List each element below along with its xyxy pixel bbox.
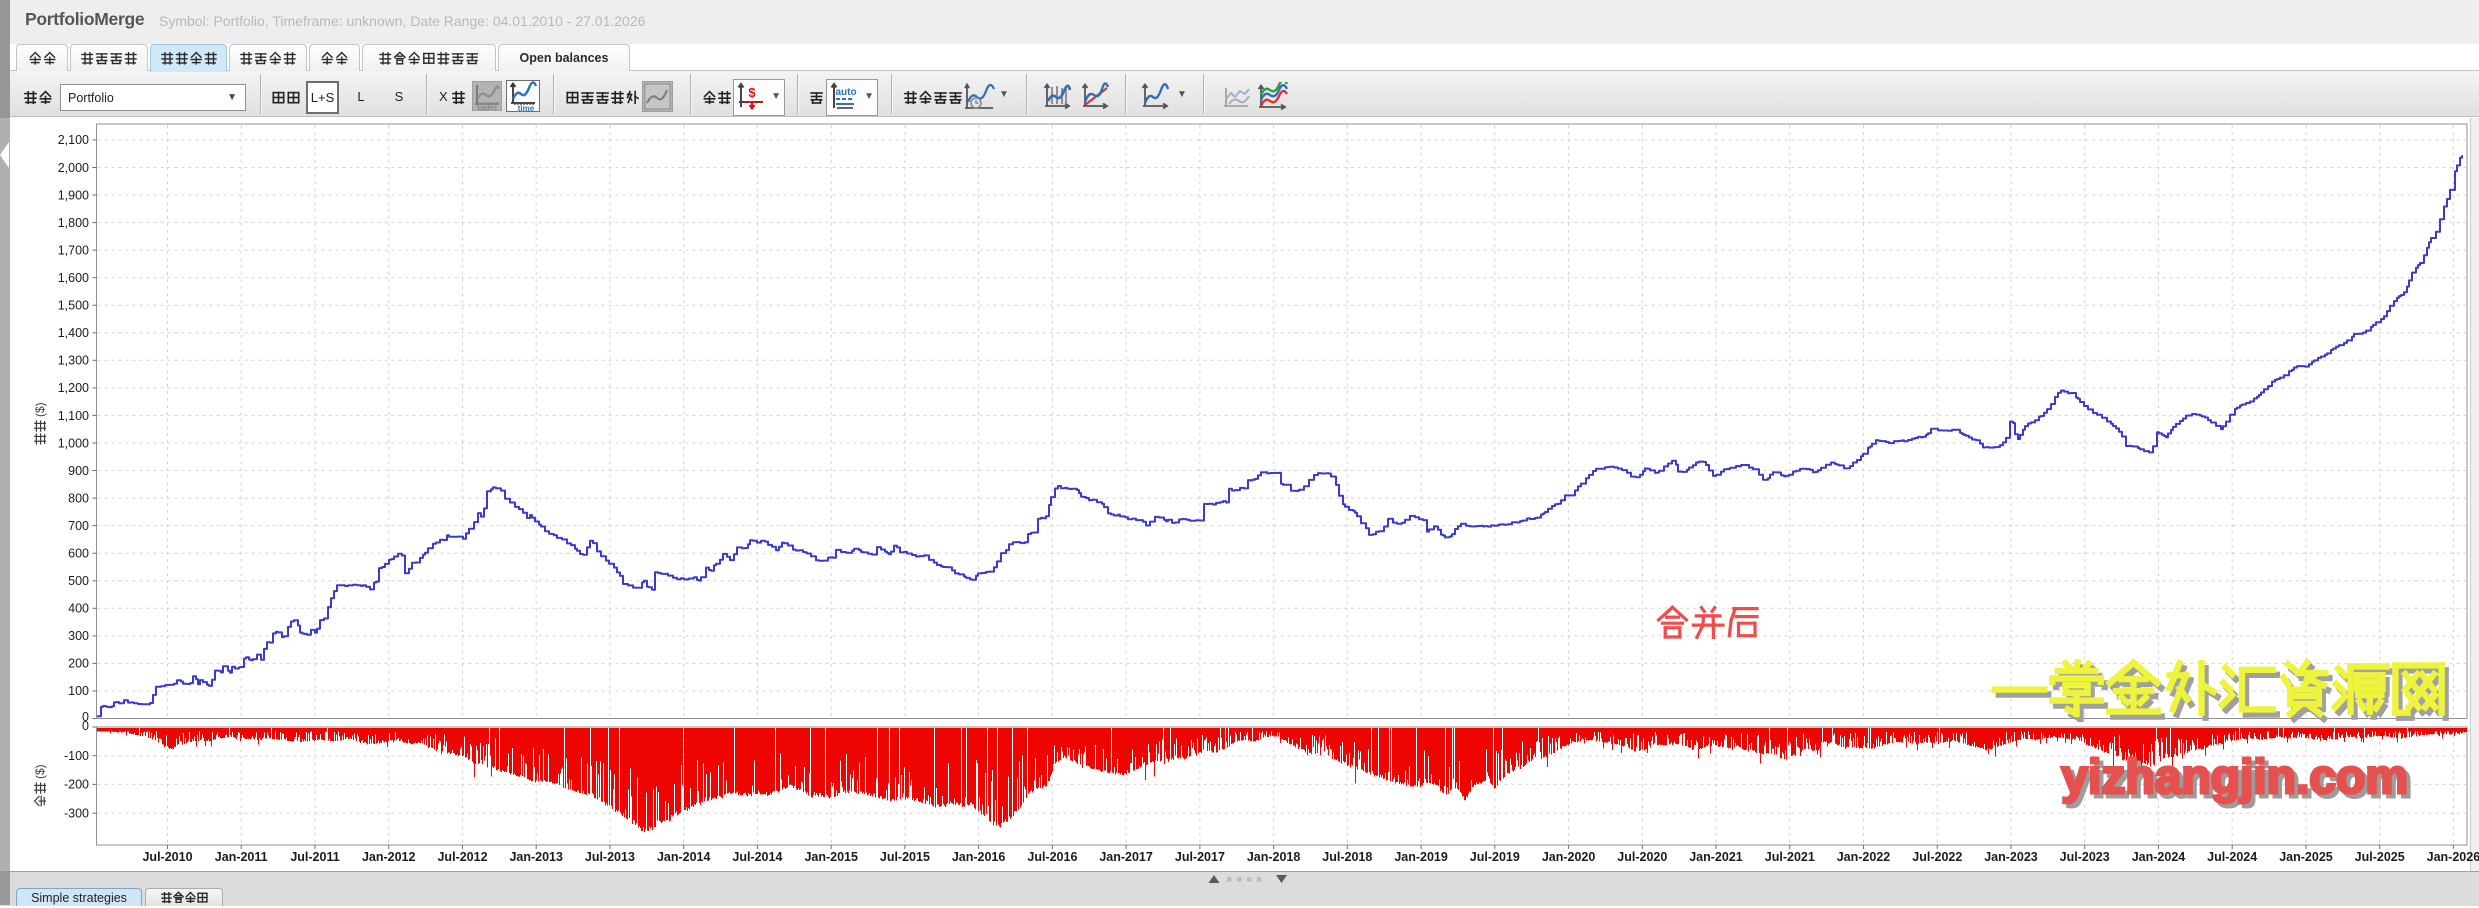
svg-text:Jul-2013: Jul-2013 (585, 850, 635, 864)
svg-text:1,400: 1,400 (58, 326, 89, 340)
svg-text:1,200: 1,200 (58, 381, 89, 395)
svg-text:100: 100 (68, 684, 89, 698)
svg-text:Jan-2018: Jan-2018 (1247, 850, 1301, 864)
svg-text:Jul-2012: Jul-2012 (437, 850, 487, 864)
svg-text:400: 400 (68, 602, 89, 616)
svg-text:Jan-2017: Jan-2017 (1099, 850, 1153, 864)
svg-text:Jul-2019: Jul-2019 (1470, 850, 1520, 864)
svg-text:yizhangjin.com: yizhangjin.com (2061, 751, 2408, 804)
svg-text:Jan-2011: Jan-2011 (215, 850, 268, 864)
svg-text:-300: -300 (64, 807, 89, 821)
svg-text:Jan-2019: Jan-2019 (1394, 850, 1448, 864)
svg-text:Jul-2021: Jul-2021 (1765, 850, 1815, 864)
svg-text:Jul-2025: Jul-2025 (2355, 850, 2405, 864)
svg-text:Jan-2022: Jan-2022 (1837, 850, 1891, 864)
svg-text:($): ($) (33, 402, 47, 417)
svg-text:Jan-2024: Jan-2024 (2132, 850, 2186, 864)
svg-text:Jul-2020: Jul-2020 (1617, 850, 1667, 864)
svg-text:Jan-2013: Jan-2013 (509, 850, 563, 864)
svg-text:Jul-2024: Jul-2024 (2207, 850, 2257, 864)
svg-text:700: 700 (68, 519, 89, 533)
svg-text:1,600: 1,600 (58, 271, 89, 285)
svg-text:0: 0 (82, 719, 89, 733)
svg-text:1,300: 1,300 (58, 354, 89, 368)
svg-text:Jan-2021: Jan-2021 (1689, 850, 1743, 864)
svg-text:1,700: 1,700 (58, 243, 89, 257)
svg-text:1,100: 1,100 (58, 409, 89, 423)
svg-text:Jan-2023: Jan-2023 (1984, 850, 2038, 864)
svg-text:200: 200 (68, 657, 89, 671)
svg-text:Jan-2015: Jan-2015 (804, 850, 858, 864)
svg-text:Jul-2017: Jul-2017 (1175, 850, 1225, 864)
svg-text:2,100: 2,100 (58, 133, 89, 147)
svg-text:1,800: 1,800 (58, 216, 89, 230)
svg-text:300: 300 (68, 629, 89, 643)
svg-text:Jul-2010: Jul-2010 (142, 850, 192, 864)
svg-text:Jul-2015: Jul-2015 (880, 850, 930, 864)
svg-text:Jul-2014: Jul-2014 (732, 850, 782, 864)
svg-text:800: 800 (68, 491, 89, 505)
svg-text:-200: -200 (64, 778, 89, 792)
svg-text:1,900: 1,900 (58, 188, 89, 202)
svg-text:-100: -100 (64, 749, 89, 763)
svg-text:Jan-2025: Jan-2025 (2279, 850, 2333, 864)
svg-text:Jan-2026: Jan-2026 (2427, 850, 2479, 864)
svg-text:600: 600 (68, 547, 89, 561)
svg-text:500: 500 (68, 574, 89, 588)
svg-text:Jan-2012: Jan-2012 (362, 850, 416, 864)
svg-text:Jan-2014: Jan-2014 (657, 850, 711, 864)
svg-text:1,000: 1,000 (58, 436, 89, 450)
svg-text:($): ($) (33, 764, 47, 779)
svg-text:1,500: 1,500 (58, 299, 89, 313)
svg-text:Jul-2023: Jul-2023 (2060, 850, 2110, 864)
svg-text:Jul-2016: Jul-2016 (1027, 850, 1077, 864)
svg-text:Jan-2020: Jan-2020 (1542, 850, 1596, 864)
svg-text:Jul-2011: Jul-2011 (290, 850, 339, 864)
svg-text:900: 900 (68, 464, 89, 478)
svg-text:2,000: 2,000 (58, 161, 89, 175)
svg-text:Jul-2022: Jul-2022 (1912, 850, 1962, 864)
svg-text:Jul-2018: Jul-2018 (1322, 850, 1372, 864)
svg-text:Jan-2016: Jan-2016 (952, 850, 1006, 864)
